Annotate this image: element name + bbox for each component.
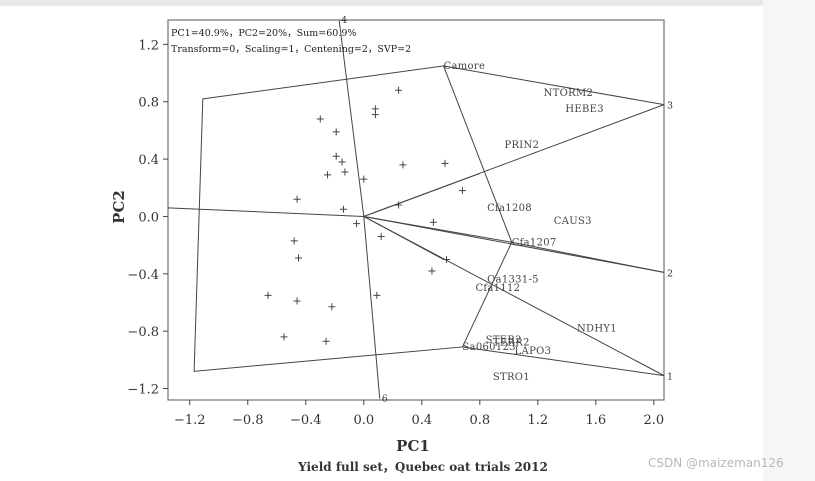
point-marker-24 — [373, 291, 381, 299]
point-marker-25 — [293, 297, 301, 305]
point-marker-9 — [399, 161, 407, 169]
genotype-label-camore: Camore — [444, 61, 486, 72]
hull-edge-line-0 — [443, 65, 665, 106]
y-tick-label-6: −1.2 — [127, 383, 159, 398]
hull-edge-line-1 — [511, 241, 665, 273]
genotype-label-stro1: STRO1 — [493, 372, 530, 383]
genotype-label-prin2: PRIN2 — [504, 140, 539, 151]
genotype-label-cfa1208: Cfa1208 — [487, 203, 532, 214]
x-tick-label-3: 0.0 — [353, 413, 374, 428]
vector-layer — [167, 19, 665, 399]
genotype-label-cfa1207: Cfa1207 — [512, 237, 557, 248]
point-marker-0 — [395, 86, 403, 94]
polygon-layer — [193, 65, 513, 372]
point-marker-13 — [293, 195, 301, 203]
environment-label-4: 4 — [341, 15, 347, 26]
point-marker-8 — [324, 171, 332, 179]
environment-vector-2 — [363, 215, 665, 273]
x-axis-title: PC1 — [396, 437, 430, 455]
point-marker-1 — [316, 115, 324, 123]
x-tick-label-2: −0.4 — [290, 413, 322, 428]
genotype-label-sa060123: Sa060123 — [462, 342, 515, 353]
y-tick-label-1: 0.8 — [138, 96, 159, 111]
genotype-label-lapo3: LAPO3 — [515, 346, 552, 357]
point-marker-18 — [377, 233, 385, 241]
sector-line-2 — [363, 216, 444, 260]
environment-label-6: 6 — [382, 394, 388, 405]
environment-label-2: 2 — [667, 268, 673, 279]
point-marker-27 — [280, 333, 288, 341]
y-tick-label-3: 0.0 — [138, 210, 159, 225]
x-tick-label-6: 1.2 — [527, 413, 548, 428]
environment-vector-4 — [338, 19, 365, 217]
x-tick-label-1: −0.8 — [232, 413, 264, 428]
x-tick-label-5: 0.8 — [469, 413, 490, 428]
genotype-label-ndhy1: NDHY1 — [577, 323, 617, 334]
point-marker-12 — [458, 187, 466, 195]
point-marker-15 — [395, 201, 403, 209]
top-strip — [0, 0, 815, 6]
environment-vector-unlabeled — [167, 207, 364, 217]
point-marker-3 — [371, 111, 379, 119]
environment-label-1: 1 — [667, 372, 673, 383]
right-strip — [763, 0, 815, 481]
point-marker-11 — [360, 175, 368, 183]
point-marker-28 — [322, 337, 330, 345]
x-tick-label-4: 0.4 — [411, 413, 432, 428]
point-marker-6 — [338, 158, 346, 166]
x-tick-label-7: 1.6 — [585, 413, 606, 428]
genotype-label-oa1331-5: Oa1331-5 — [487, 275, 539, 286]
header-line-1: PC1=40.9%，PC2=20%，Sum=60.9% — [171, 28, 356, 39]
y-axis-title: PC2 — [110, 190, 128, 224]
y-tick-label-4: −0.4 — [127, 268, 159, 283]
x-tick-label-0: −1.2 — [174, 413, 206, 428]
point-marker-22 — [442, 255, 450, 263]
y-tick-label-0: 1.2 — [138, 38, 159, 53]
genotype-label-hebe3: HEBE3 — [565, 104, 604, 115]
point-marker-16 — [429, 218, 437, 226]
sector-line-0 — [363, 172, 480, 217]
point-marker-14 — [339, 205, 347, 213]
y-tick-label-5: −0.8 — [127, 325, 159, 340]
genotype-label-cfa1112: Cfa1112 — [475, 283, 520, 294]
point-marker-10 — [441, 159, 449, 167]
hull-edge-line-2 — [462, 346, 665, 377]
figure-caption: Yield full set，Quebec oat trials 2012 — [297, 460, 548, 474]
point-marker-5 — [332, 152, 340, 160]
sector-line-1 — [363, 215, 512, 243]
header-line-2: Transform=0，Scaling=1，Centening=2，SVP=2 — [171, 44, 411, 55]
point-marker-17 — [353, 220, 361, 228]
point-marker-26 — [328, 303, 336, 311]
plot-frame — [167, 19, 665, 401]
point-marker-4 — [332, 128, 340, 136]
point-layer — [264, 86, 466, 345]
point-marker-21 — [428, 267, 436, 275]
point-marker-19 — [290, 237, 298, 245]
watermark: CSDN @maizeman126 — [648, 456, 784, 470]
point-marker-23 — [264, 291, 272, 299]
convex-hull-polygon — [193, 65, 513, 372]
genotype-label-ster2: STER2 — [486, 335, 522, 346]
genotype-label-terr2: TERR2 — [493, 338, 530, 349]
x-tick-label-8: 2.0 — [644, 413, 665, 428]
environment-vector-6 — [363, 216, 381, 399]
point-marker-20 — [295, 254, 303, 262]
y-tick-label-2: 0.4 — [138, 153, 159, 168]
axes-layer: −1.2 −0.8 −0.4 0.0 0.4 0.8 1.2 1.6 2.0 1.2 0.8 0.4 0… — [127, 38, 664, 428]
genotype-label-caus3: CAUS3 — [554, 216, 592, 227]
environment-label-3: 3 — [667, 101, 673, 112]
point-marker-7 — [341, 168, 349, 176]
label-layer: 1 2 3 4 6 Camore NTORM2 HEBE3 PRIN2 Cfa1208 CAUS3 C… — [341, 15, 673, 405]
genotype-label-ntorm2: NTORM2 — [544, 88, 594, 99]
